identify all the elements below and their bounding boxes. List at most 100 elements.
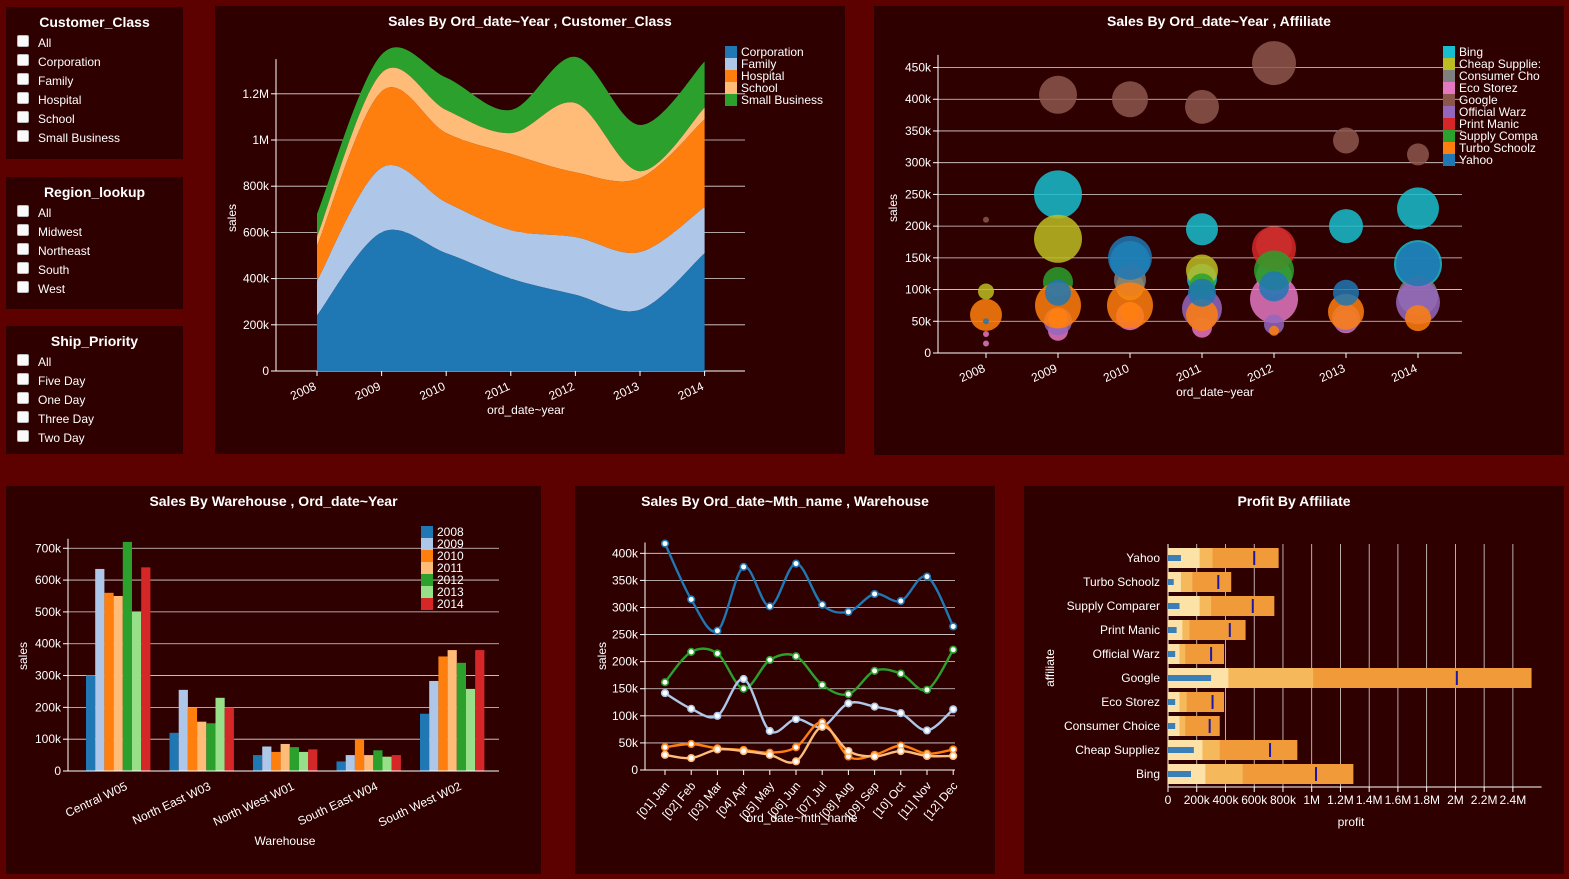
area-series bbox=[317, 87, 705, 281]
y-axis-title: sales bbox=[595, 642, 609, 670]
line-point bbox=[791, 757, 801, 766]
legend-label: Small Business bbox=[741, 93, 823, 107]
bar bbox=[391, 755, 401, 771]
checkbox[interactable] bbox=[17, 391, 29, 404]
filter-options: All Corporation Family Hospital School Small … bbox=[6, 33, 183, 147]
filter-option[interactable]: One Day bbox=[6, 390, 183, 409]
filter-option[interactable]: School bbox=[6, 109, 183, 128]
checkbox[interactable] bbox=[17, 429, 29, 442]
line-point bbox=[818, 680, 827, 690]
bar bbox=[132, 611, 142, 771]
bar bbox=[271, 751, 281, 771]
checkbox[interactable] bbox=[17, 129, 29, 142]
bubble-point bbox=[1329, 209, 1363, 244]
legend-label: Yahoo bbox=[1459, 153, 1493, 167]
checkbox[interactable] bbox=[17, 242, 29, 255]
line-point bbox=[949, 705, 958, 714]
y-tick-label: 200k bbox=[612, 655, 639, 669]
filter-option-label: Three Day bbox=[38, 411, 95, 426]
bubble-point bbox=[1112, 81, 1148, 118]
profit-bullet-chart: 0 200k 400k 600k 800k 1M 1.2M 1.4M 1.6M 1.8M 2M 2.2… bbox=[1043, 544, 1542, 829]
y-tick-label: 600k bbox=[243, 225, 270, 239]
legend-swatch bbox=[725, 46, 737, 58]
legend-label: Hospital bbox=[741, 69, 784, 83]
filter-option[interactable]: Two Day bbox=[6, 428, 183, 447]
line-point bbox=[660, 678, 670, 687]
bubble-point bbox=[1333, 127, 1359, 154]
filter-option[interactable]: Three Day bbox=[6, 409, 183, 428]
legend-label: Turbo Schoolz bbox=[1459, 141, 1536, 155]
x-tick-label: 0 bbox=[1165, 793, 1172, 807]
filter-option[interactable]: Midwest bbox=[6, 222, 183, 241]
y-tick-label: 350k bbox=[905, 124, 932, 138]
filter-option[interactable]: All bbox=[6, 352, 183, 371]
line-point bbox=[660, 539, 670, 548]
y-tick-label: 400k bbox=[905, 92, 932, 106]
filter-option[interactable]: Hospital bbox=[6, 90, 183, 109]
line-point bbox=[870, 752, 879, 761]
checkbox[interactable] bbox=[17, 353, 29, 366]
bullet-measure bbox=[1168, 603, 1180, 609]
filter-option[interactable]: Northeast bbox=[6, 241, 183, 260]
filter-option[interactable]: Family bbox=[6, 71, 183, 90]
x-tick-label: 1.4M bbox=[1356, 793, 1383, 807]
line-point bbox=[844, 746, 853, 756]
filter-option-label: Five Day bbox=[38, 373, 86, 388]
checkbox[interactable] bbox=[17, 261, 29, 274]
checkbox[interactable] bbox=[17, 91, 29, 104]
bar bbox=[345, 755, 355, 771]
y-tick-label: Eco Storez bbox=[1101, 695, 1160, 709]
checkbox[interactable] bbox=[17, 372, 29, 385]
bubble-point bbox=[1188, 278, 1216, 307]
x-tick-label: 1.6M bbox=[1385, 793, 1412, 807]
filter-option[interactable]: Small Business bbox=[6, 128, 183, 147]
filter-ship-priority: Ship_Priority All Five Day One Day Three Da… bbox=[6, 326, 183, 454]
x-tick-label: 800k bbox=[1270, 793, 1297, 807]
filter-option[interactable]: West bbox=[6, 279, 183, 298]
legend-label: Cheap Supplie: bbox=[1459, 57, 1541, 71]
checkbox[interactable] bbox=[17, 72, 29, 85]
x-tick-label: 1.2M bbox=[1327, 793, 1354, 807]
checkbox[interactable] bbox=[17, 410, 29, 423]
line-point bbox=[818, 722, 827, 731]
x-tick-label: 2010 bbox=[417, 379, 447, 403]
bullet-measure bbox=[1168, 747, 1194, 753]
legend-label: Google bbox=[1459, 93, 1498, 107]
y-tick-label: 400k bbox=[35, 637, 62, 651]
chart-title: Sales By Ord_date~Mth_name , Warehouse bbox=[641, 493, 929, 509]
y-axis-title: sales bbox=[16, 642, 30, 670]
filter-option[interactable]: All bbox=[6, 203, 183, 222]
checkbox[interactable] bbox=[17, 34, 29, 47]
bullet-range bbox=[1168, 596, 1200, 616]
line-point bbox=[870, 589, 879, 599]
filter-option[interactable]: South bbox=[6, 260, 183, 279]
legend-swatch bbox=[421, 562, 433, 574]
y-tick-label: 600k bbox=[35, 573, 62, 587]
x-tick-label: 2008 bbox=[957, 361, 987, 385]
bar bbox=[373, 750, 383, 771]
x-tick-label: 2010 bbox=[1101, 361, 1131, 385]
filter-option[interactable]: All bbox=[6, 33, 183, 52]
line-point bbox=[739, 684, 748, 693]
legend-swatch bbox=[1443, 154, 1455, 166]
filter-option-label: All bbox=[38, 35, 52, 50]
bubble-point bbox=[983, 330, 989, 337]
filter-option[interactable]: Corporation bbox=[6, 52, 183, 71]
checkbox[interactable] bbox=[17, 110, 29, 123]
y-tick-label: 250k bbox=[612, 628, 639, 642]
filter-option-label: South bbox=[38, 262, 70, 277]
checkbox[interactable] bbox=[17, 280, 29, 293]
checkbox[interactable] bbox=[17, 204, 29, 217]
filter-title: Ship_Priority bbox=[50, 333, 139, 349]
filter-option[interactable]: Five Day bbox=[6, 371, 183, 390]
bullet-measure bbox=[1168, 699, 1176, 705]
checkbox[interactable] bbox=[17, 223, 29, 236]
checkbox[interactable] bbox=[17, 53, 29, 66]
y-tick-label: 450k bbox=[905, 61, 932, 75]
line-point bbox=[949, 745, 958, 754]
filter-option-label: Midwest bbox=[38, 224, 83, 239]
x-tick-label: 2009 bbox=[353, 379, 383, 403]
y-tick-label: Bing bbox=[1136, 767, 1160, 781]
x-axis-title: ord_date~mth_name bbox=[746, 811, 857, 825]
legend-swatch bbox=[1443, 142, 1455, 154]
